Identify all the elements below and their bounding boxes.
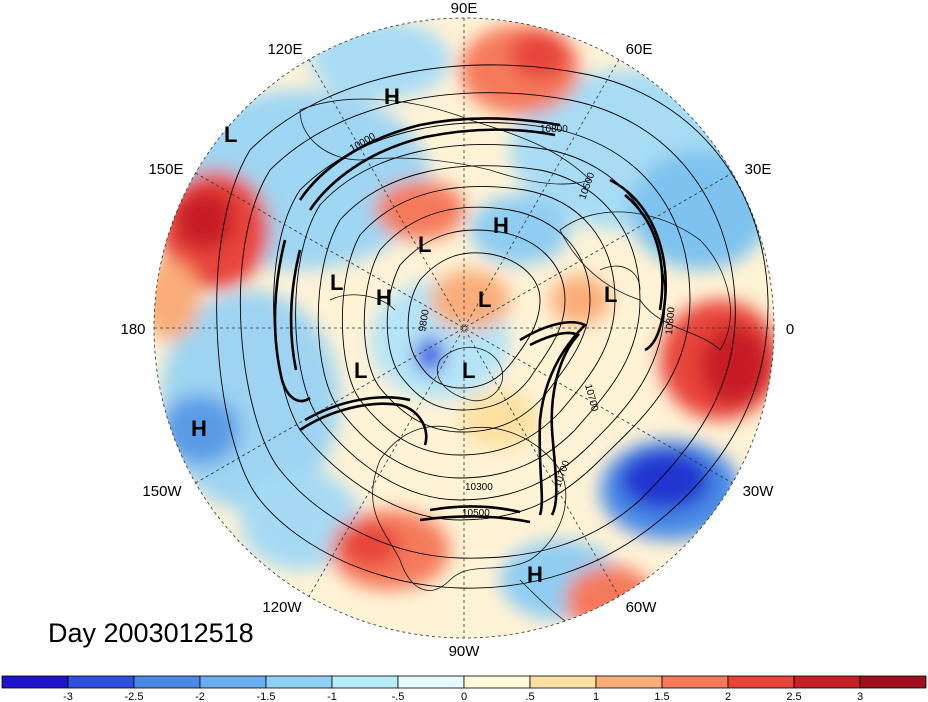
colorbar-swatch [793,675,861,689]
colorbar-tick-label: .5 [525,691,534,702]
lon-label-150e: 150E [148,161,183,178]
pressure-center: L [330,270,343,295]
pressure-center: L [478,287,491,312]
coastlines [299,98,731,631]
colorbar-tick-label: -1.5 [257,691,276,702]
colorbar-tick-label: -2.5 [125,691,144,702]
pressure-center: H [384,84,400,109]
lon-label-150w: 150W [142,483,182,500]
colorbar-swatch [859,675,927,689]
colorbar-swatch [331,675,399,689]
contour-label: 10800 [664,306,677,335]
lon-label-60w: 60W [626,599,658,616]
colorbar-tick-label: -.5 [392,691,405,702]
colorbar-swatch [67,675,135,689]
pressure-center: H [376,285,392,310]
lon-label-120w: 120W [262,599,302,616]
pressure-center: L [354,358,367,383]
contour-label: 10500 [462,508,490,519]
height-contours [216,64,769,589]
colorbar-tick-label: -1 [327,691,337,702]
contour-label: 10800 [540,124,568,135]
pressure-center: L [604,282,617,307]
lon-label-30e: 30E [745,161,772,178]
lon-label-90w: 90W [449,643,481,660]
colorbar-tick-label: -3 [63,691,73,702]
pressure-center: L [224,122,237,147]
pressure-center: L [462,358,475,383]
lon-label-120e: 120E [267,41,302,58]
pressure-center: H [191,416,207,441]
colorbar-tick-label: 0 [461,691,467,702]
colorbar-tick-label: 2.5 [786,691,801,702]
pressure-centers: H L H L L H L L L L H H [191,84,617,587]
lon-label-90e: 90E [451,0,478,17]
colorbar-swatch [397,675,465,689]
colorbar-swatch [595,675,663,689]
colorbar-swatch [727,675,795,689]
pressure-center: H [527,562,543,587]
day-title: Day 2003012518 [48,618,254,648]
colorbar-tick-label: 3 [857,691,863,702]
colorbar-tick-label: 2 [725,691,731,702]
lon-label-0: 0 [786,321,794,338]
colorbar-tick-label: 1.5 [654,691,669,702]
contour-label: 10300 [465,482,493,493]
colorbar-swatch [463,675,531,689]
lon-label-30w: 30W [743,483,775,500]
colorbar-swatch [133,675,201,689]
colorbar-swatch [529,675,597,689]
longitude-labels: 90E 60E 30E 0 30W 60W 90W 120W 150W 180 … [120,0,794,660]
contour-label: 9800 [417,308,432,332]
colorbar-swatch [265,675,333,689]
lon-label-60e: 60E [626,41,653,58]
lon-label-180: 180 [120,321,145,338]
colorbar-tick-label: 1 [593,691,599,702]
colorbar: -3 -2.5 -2 -1.5 -1 -.5 0 .5 1 1.5 2 2.5 3 [1,675,927,702]
colorbar-swatch [199,675,267,689]
colorbar-swatch [661,675,729,689]
pressure-center: H [493,213,509,238]
pressure-center: L [418,232,431,257]
graticule [153,17,775,639]
colorbar-swatch [1,675,69,689]
colorbar-tick-label: -2 [195,691,205,702]
